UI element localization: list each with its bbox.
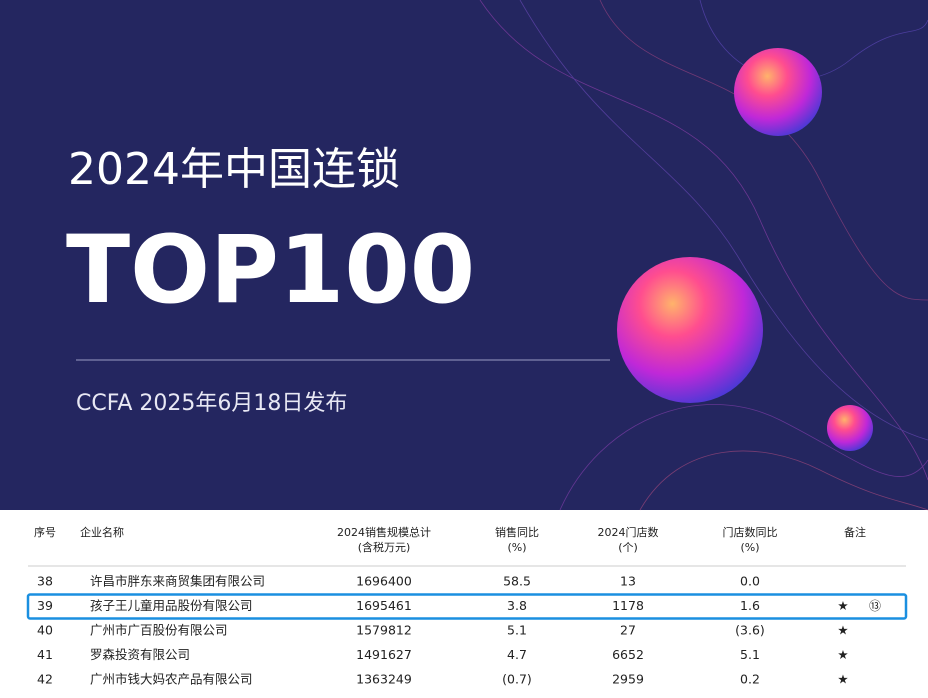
headline: TOP100 bbox=[66, 216, 475, 325]
column-header: 序号 bbox=[34, 525, 56, 539]
header-line: 2024销售规模总计 bbox=[337, 525, 431, 539]
cell: ★ bbox=[837, 598, 848, 613]
cell: 罗森投资有限公司 bbox=[90, 647, 190, 662]
cell: 4.7 bbox=[507, 647, 527, 662]
cell: 1491627 bbox=[356, 647, 412, 662]
cell: 40 bbox=[37, 623, 53, 638]
cell: 广州市广百股份有限公司 bbox=[90, 623, 228, 638]
column-header: 备注 bbox=[844, 525, 866, 539]
column-header: 门店数同比 (%) bbox=[723, 525, 778, 554]
cell: 广州市钱大妈农产品有限公司 bbox=[90, 672, 253, 687]
cell: 58.5 bbox=[503, 574, 531, 589]
header-line: 销售同比 bbox=[495, 525, 539, 539]
cell: 27 bbox=[620, 623, 636, 638]
header-line: (含税万元) bbox=[358, 540, 411, 554]
sphere bbox=[734, 48, 822, 136]
header-line: 序号 bbox=[34, 525, 56, 539]
cell: 孩子王儿童用品股份有限公司 bbox=[90, 598, 253, 613]
cell: 1696400 bbox=[356, 574, 412, 589]
cell: 3.8 bbox=[507, 598, 527, 613]
cell: 1695461 bbox=[356, 598, 412, 613]
title: 2024年中国连锁 bbox=[68, 144, 400, 195]
decor-curves bbox=[479, 0, 928, 511]
column-header: 销售同比 (%) bbox=[495, 525, 539, 554]
cell: 许昌市胖东来商贸集团有限公司 bbox=[90, 574, 265, 589]
sphere bbox=[617, 257, 763, 403]
cell: ★ bbox=[837, 623, 848, 638]
header-line: 门店数同比 bbox=[723, 525, 778, 539]
cell: 5.1 bbox=[507, 623, 527, 638]
cell: 39 bbox=[37, 598, 53, 613]
cell: 1.6 bbox=[740, 598, 760, 613]
cell: 2959 bbox=[612, 672, 644, 687]
cell: ★ bbox=[837, 672, 848, 687]
cell: 1579812 bbox=[356, 623, 412, 638]
header-line: (%) bbox=[740, 541, 759, 554]
cell: 5.1 bbox=[740, 647, 760, 662]
header-line: 企业名称 bbox=[80, 525, 124, 539]
cell: 0.0 bbox=[740, 574, 760, 589]
cell: 1363249 bbox=[356, 672, 412, 687]
cell: (0.7) bbox=[502, 672, 532, 687]
table: 序号 企业名称 2024销售规模总计(含税万元) 销售同比 (%) 2024门店数 (个) 门… bbox=[26, 525, 908, 687]
subtitle: CCFA 2025年6月18日发布 bbox=[76, 391, 347, 416]
cell: 38 bbox=[37, 574, 53, 589]
header-line: (个) bbox=[618, 541, 638, 554]
column-header: 2024门店数 (个) bbox=[598, 525, 659, 554]
highlight-box bbox=[26, 593, 908, 620]
column-header: 2024销售规模总计(含税万元) bbox=[337, 525, 431, 554]
cell: 0.2 bbox=[740, 672, 760, 687]
header-line: 备注 bbox=[844, 525, 866, 539]
cell: 6652 bbox=[612, 647, 644, 662]
cell: ★ bbox=[837, 647, 848, 662]
cell: 41 bbox=[37, 647, 53, 662]
cell: 13 bbox=[620, 574, 636, 589]
sphere bbox=[827, 405, 873, 451]
cell: 1178 bbox=[612, 598, 644, 613]
cell: (3.6) bbox=[735, 623, 765, 638]
column-header: 企业名称 bbox=[80, 525, 124, 539]
header-line: (%) bbox=[507, 541, 526, 554]
cell: ⑬ bbox=[869, 599, 881, 613]
header-line: 2024门店数 bbox=[598, 525, 659, 539]
cell: 42 bbox=[37, 672, 53, 687]
